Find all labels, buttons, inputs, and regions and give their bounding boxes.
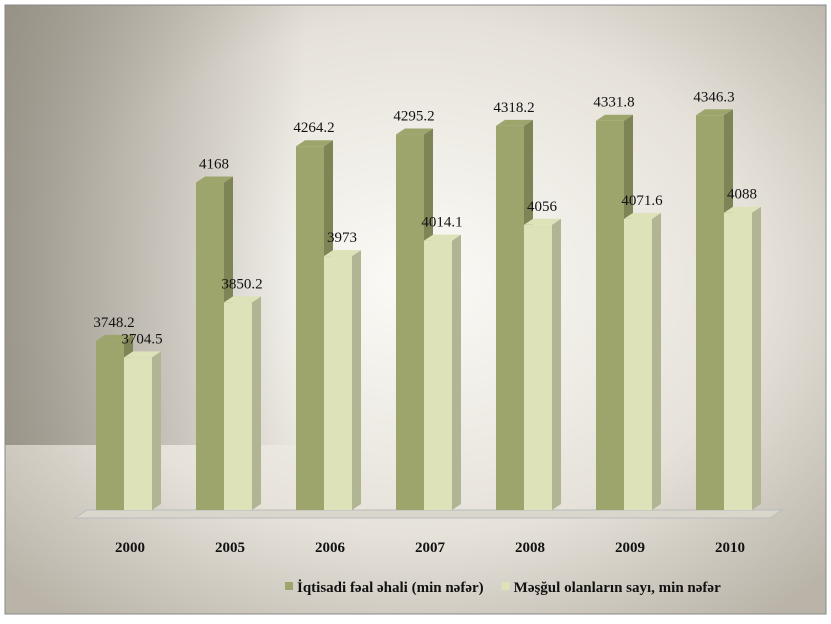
value-label: 4056 [527,199,558,215]
value-label: 4014.1 [421,215,462,231]
bar-top [696,109,733,116]
bar-side [552,218,561,511]
value-label: 4071.6 [621,193,663,209]
bar [424,240,452,510]
bar-side [352,250,361,510]
bar-top [496,119,533,126]
bar-side [652,212,661,510]
x-tick-label: 2009 [615,540,645,556]
legend-swatch [285,582,293,590]
value-label: 3748.2 [93,315,134,331]
bar [624,218,652,510]
value-label: 4331.8 [593,95,634,111]
bar [224,302,252,510]
bar [124,357,152,510]
bar-top [324,250,361,257]
legend-swatch [501,582,510,590]
bar [524,224,552,511]
legend-label: İqtisadi fəal əhali (min nəfər) [297,579,484,596]
bar [96,340,124,510]
x-tick-label: 2005 [215,540,245,556]
value-label: 4168 [199,157,229,173]
bar-side [452,234,461,510]
bar-top [224,296,261,303]
bar [296,146,324,510]
bar-top [124,351,161,358]
x-tick-label: 2010 [715,540,745,556]
floor [73,509,784,519]
value-label: 3973 [327,230,357,246]
x-tick-label: 2006 [315,540,346,556]
bar [396,134,424,510]
x-tick-label: 2007 [415,540,446,556]
bar-top [396,128,433,135]
bar-top [296,140,333,147]
value-label: 4264.2 [293,120,334,136]
bar-top [424,234,461,241]
x-tick-label: 2000 [115,540,145,556]
bar [596,120,624,510]
value-label: 4318.2 [493,100,534,116]
value-label: 3850.2 [221,276,262,292]
value-label: 4295.2 [393,109,434,125]
bar-side [752,206,761,510]
bar-side [252,296,261,510]
bar-side [152,351,161,510]
legend: İqtisadi fəal əhali (min nəfər) Məşğul ol… [285,579,721,596]
value-label: 4346.3 [693,89,734,105]
bar [496,125,524,511]
bar [324,256,352,510]
bar-top [196,176,233,183]
value-label: 4088 [727,187,757,203]
bar [196,182,224,510]
bar-top [524,218,561,225]
bar-top [596,114,633,121]
bar-top [624,212,661,219]
x-tick-label: 2008 [515,540,545,556]
bar-top [724,206,761,213]
bar [696,115,724,510]
value-label: 3704.5 [121,331,162,347]
bar-top [96,334,133,341]
bar [724,212,752,510]
legend-label: Məşğul olanların sayı, min nəfər [514,580,721,596]
